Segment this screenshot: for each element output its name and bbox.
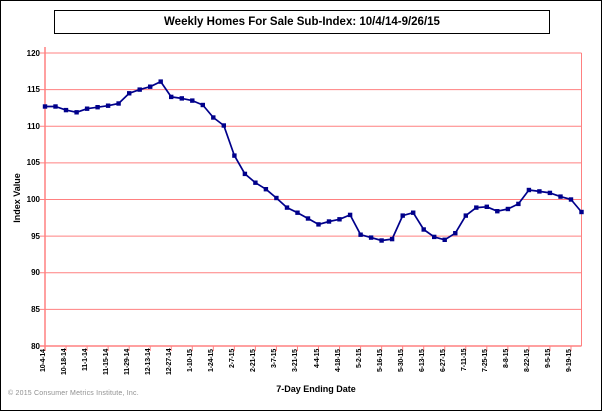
data-point-marker: [242, 171, 248, 177]
y-tick-label: 105: [26, 158, 40, 168]
data-point-marker: [74, 110, 79, 115]
data-point-marker: [421, 227, 426, 232]
data-point-marker: [474, 205, 479, 210]
y-tick-label: 85: [31, 304, 40, 314]
data-point-marker: [284, 205, 290, 210]
x-tick-label: 9-19-15: [565, 349, 573, 372]
data-point-marker: [190, 98, 195, 103]
data-point-marker: [116, 101, 121, 106]
data-point-marker: [232, 153, 237, 158]
data-point-marker: [200, 102, 205, 108]
data-point-marker: [179, 96, 184, 101]
data-point-marker: [411, 210, 416, 215]
x-tick-label: 9-5-15: [544, 349, 552, 369]
y-tick-label: 120: [26, 48, 40, 58]
data-point-marker: [537, 189, 542, 194]
data-point-marker: [148, 84, 153, 89]
y-tick-label: 95: [31, 231, 40, 241]
x-tick-label: 10-4-14: [40, 349, 47, 372]
data-point-marker: [158, 79, 163, 84]
data-point-marker: [95, 105, 100, 110]
x-axis-title: 7-Day Ending Date: [276, 384, 356, 394]
data-point-marker: [347, 212, 353, 218]
data-point-marker: [221, 123, 226, 128]
x-tick-label: 12-13-14: [145, 349, 153, 376]
data-point-marker: [105, 103, 111, 108]
data-point-marker: [484, 204, 489, 209]
x-tick-label: 11-1-14: [82, 349, 90, 372]
x-tick-label: 6-27-15: [439, 349, 447, 372]
copyright-notice: © 2015 Consumer Metrics Institute, Inc.: [8, 390, 139, 397]
data-point-marker: [316, 222, 321, 227]
data-point-marker: [516, 201, 521, 207]
data-point-marker: [84, 106, 90, 111]
y-tick-label: 100: [26, 195, 40, 204]
y-tick-label: 90: [31, 268, 40, 278]
y-tick-label: 80: [31, 341, 40, 351]
x-tick-label: 7-11-15: [460, 349, 468, 372]
data-point-marker: [463, 213, 468, 218]
data-point-marker: [432, 234, 437, 240]
data-point-marker: [53, 104, 58, 109]
chart-title: Weekly Homes For Sale Sub-Index: 10/4/14…: [54, 10, 550, 34]
x-tick-label: 1-10-15: [187, 349, 195, 372]
data-point-marker: [253, 180, 258, 185]
x-tick-label: 7-25-15: [481, 349, 489, 372]
x-tick-label: 10-18-14: [61, 349, 69, 376]
data-point-marker: [547, 190, 553, 196]
data-point-marker: [453, 231, 458, 236]
x-tick-label: 11-15-14: [103, 349, 111, 376]
x-tick-label: 8-22-15: [523, 349, 531, 372]
y-tick-label: 115: [27, 85, 40, 95]
data-point-marker: [127, 91, 132, 96]
data-point-marker: [442, 237, 447, 242]
data-point-marker: [505, 206, 511, 212]
data-point-marker: [568, 197, 574, 202]
data-point-marker: [579, 209, 584, 215]
data-point-marker: [137, 87, 142, 92]
x-tick-label: 11-29-14: [124, 349, 132, 376]
data-point-marker: [63, 107, 69, 113]
data-point-marker: [42, 104, 48, 109]
data-point-marker: [337, 217, 342, 222]
data-point-marker: [558, 194, 563, 199]
data-point-marker: [211, 115, 216, 120]
x-tick-label: 1-24-15: [208, 349, 216, 372]
data-point-marker: [368, 235, 374, 240]
data-point-marker: [295, 210, 300, 215]
data-point-marker: [389, 236, 395, 242]
x-tick-label: 8-8-15: [502, 349, 510, 369]
data-point-marker: [169, 94, 174, 100]
data-point-marker: [305, 216, 311, 221]
x-tick-label: 5-30-15: [397, 349, 405, 372]
data-point-marker: [274, 195, 279, 201]
y-tick-label: 110: [27, 121, 40, 131]
data-point-marker: [379, 238, 384, 243]
x-tick-label: 6-13-15: [418, 349, 426, 372]
x-tick-label: 12-27-14: [166, 349, 174, 376]
data-point-marker: [263, 187, 269, 192]
data-point-marker: [495, 209, 500, 214]
data-point-marker: [526, 187, 532, 193]
data-point-marker: [326, 219, 332, 224]
data-point-marker: [400, 213, 405, 218]
data-point-marker: [358, 232, 363, 237]
data-series-line: [45, 80, 583, 242]
x-tick-label: 2-7-15: [229, 349, 237, 369]
y-axis-title: Index Value: [12, 173, 22, 223]
